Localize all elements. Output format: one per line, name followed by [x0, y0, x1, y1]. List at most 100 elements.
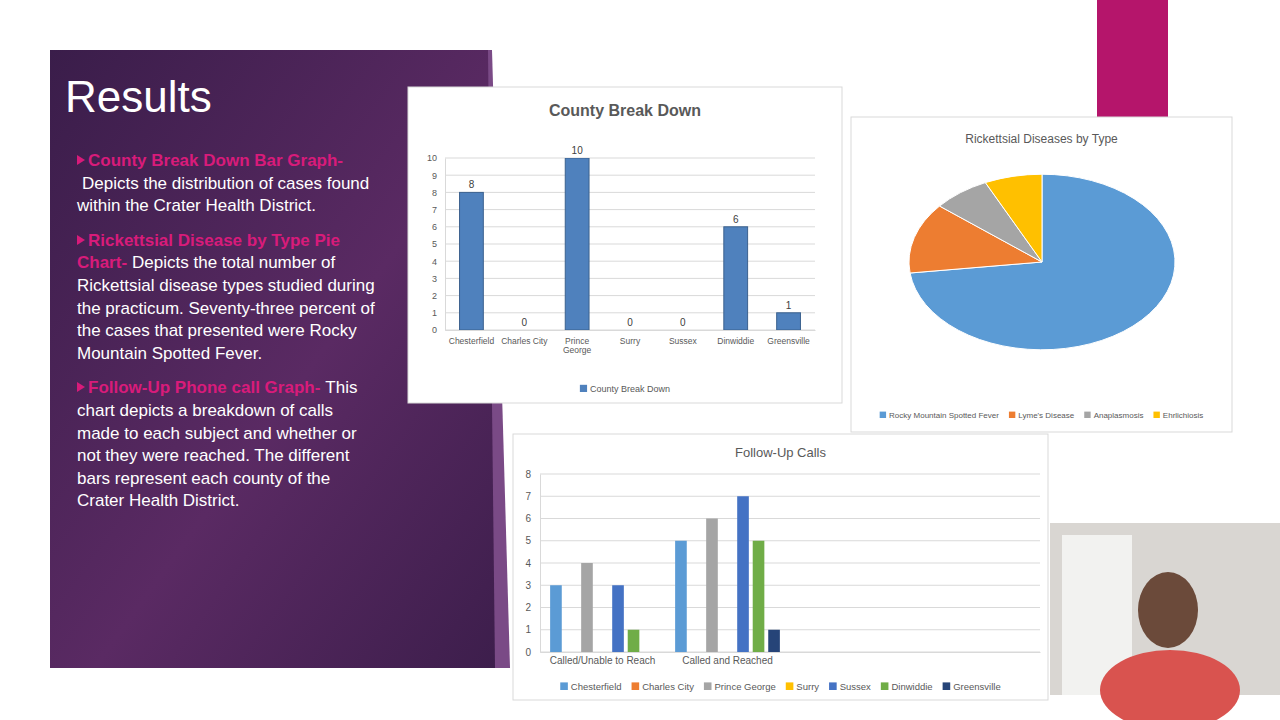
bar [628, 630, 640, 652]
x-tick-label: Called and Reached [682, 655, 773, 666]
legend-label: Greensville [953, 681, 1001, 692]
legend-swatch [1153, 412, 1159, 418]
bar [737, 496, 749, 652]
bar [618, 330, 642, 331]
legend-swatch [829, 682, 837, 690]
legend-label: Dinwiddie [891, 681, 932, 692]
y-tick: 8 [525, 469, 540, 480]
webcam-body [1100, 650, 1240, 720]
grid-line [540, 540, 1040, 541]
bullet-heading: Follow-Up Phone call Graph- [88, 378, 320, 397]
y-tick-label: 4 [525, 558, 531, 569]
grid-line [445, 226, 815, 227]
bar [550, 585, 562, 652]
y-tick: 3 [525, 580, 540, 591]
y-tick: 8 [432, 188, 445, 198]
bullet-text: This chart depicts a breakdown of calls … [77, 378, 357, 510]
y-tick-label: 6 [432, 222, 437, 232]
y-axis-line [540, 475, 541, 653]
chart-frame [408, 87, 842, 403]
bullet-arrow [77, 155, 85, 165]
grid-line [540, 563, 1040, 564]
legend-swatch [1009, 412, 1015, 418]
bullet-heading: County Break Down Bar Graph- [88, 151, 343, 170]
x-tick-label: Chesterfield [449, 336, 495, 346]
grid-line [445, 261, 815, 262]
bar [768, 630, 780, 652]
y-tick: 1 [432, 308, 445, 318]
legend-label: Surry [796, 681, 819, 692]
x-tick-label: Greensville [767, 336, 810, 346]
grid-line [445, 295, 815, 296]
data-label: 0 [627, 317, 633, 328]
x-tick: Charles City [501, 330, 548, 346]
legend-label: Lyme's Disease [1018, 411, 1074, 420]
x-tick: Greensville [767, 330, 810, 346]
pie-slices [909, 174, 1175, 350]
y-tick: 4 [525, 558, 540, 569]
legend-swatch [881, 682, 889, 690]
grid-line [445, 312, 815, 313]
data-label: 0 [522, 317, 528, 328]
chart-title: Follow-Up Calls [735, 445, 827, 460]
grid [445, 158, 815, 330]
bar [597, 652, 609, 653]
y-axis-line [445, 159, 446, 331]
y-tick: 2 [432, 291, 445, 301]
slide-title: Results [65, 72, 212, 121]
y-tick-label: 7 [432, 205, 437, 215]
background [0, 0, 1280, 720]
tick-label-line: George [563, 345, 592, 355]
legend-swatch [880, 412, 886, 418]
y-tick: 1 [525, 624, 540, 635]
y-tick-label: 5 [525, 535, 531, 546]
chart-frame [513, 434, 1048, 700]
y-tick-label: 1 [525, 624, 531, 635]
bullet: Follow-Up Phone call Graph-This chart de… [77, 377, 377, 513]
grid-line [445, 175, 815, 176]
legend-label: Sussex [840, 681, 871, 692]
grid-line [445, 192, 815, 193]
bar [643, 652, 655, 653]
grid-line [445, 158, 815, 159]
y-tick: 4 [432, 257, 445, 267]
data-labels: 80100061 [469, 145, 792, 328]
bars [460, 158, 801, 330]
chart-title: Rickettsial Diseases by Type [965, 132, 1118, 146]
slide: ResultsCounty Break Down012345678910Ches… [0, 0, 1280, 720]
bars [550, 496, 780, 652]
x-axis: Called/Unable to Reach Called and Reached [541, 652, 1041, 666]
legend-swatch [1084, 412, 1090, 418]
y-tick-label: 9 [432, 171, 437, 181]
legend-swatch [786, 682, 794, 690]
webcam-head [1138, 572, 1198, 648]
y-tick-label: 10 [427, 153, 437, 163]
x-tick-label: Charles City [501, 336, 548, 346]
y-tick: 2 [525, 602, 540, 613]
y-tick-label: 6 [525, 513, 531, 524]
bar [671, 330, 695, 331]
x-tick: PrinceGeorge [563, 330, 592, 355]
webcam [1050, 523, 1280, 720]
y-tick-label: 2 [432, 291, 437, 301]
grid-line [445, 278, 815, 279]
x-tick: Sussex [669, 330, 698, 346]
grid-line [445, 244, 815, 245]
y-tick: 0 [432, 325, 445, 335]
y-tick: 10 [427, 153, 445, 163]
grid [540, 474, 1040, 652]
pie-chart: Rickettsial Diseases by TypeRocky Mounta… [851, 117, 1232, 432]
grid-line [445, 209, 815, 210]
bullet-arrow [77, 382, 85, 392]
bar-chart: Follow-Up Calls012345678Called/Unable to… [513, 434, 1048, 700]
x-tick-label: Surry [620, 336, 641, 346]
bar [691, 652, 703, 653]
x-tick-label: Called/Unable to Reach [550, 655, 656, 666]
bar [724, 227, 748, 330]
x-tick: Chesterfield [449, 330, 495, 346]
y-tick: 5 [525, 535, 540, 546]
bar [612, 585, 624, 652]
grid-line [445, 330, 815, 331]
y-tick-label: 1 [432, 308, 437, 318]
bar [581, 563, 593, 652]
